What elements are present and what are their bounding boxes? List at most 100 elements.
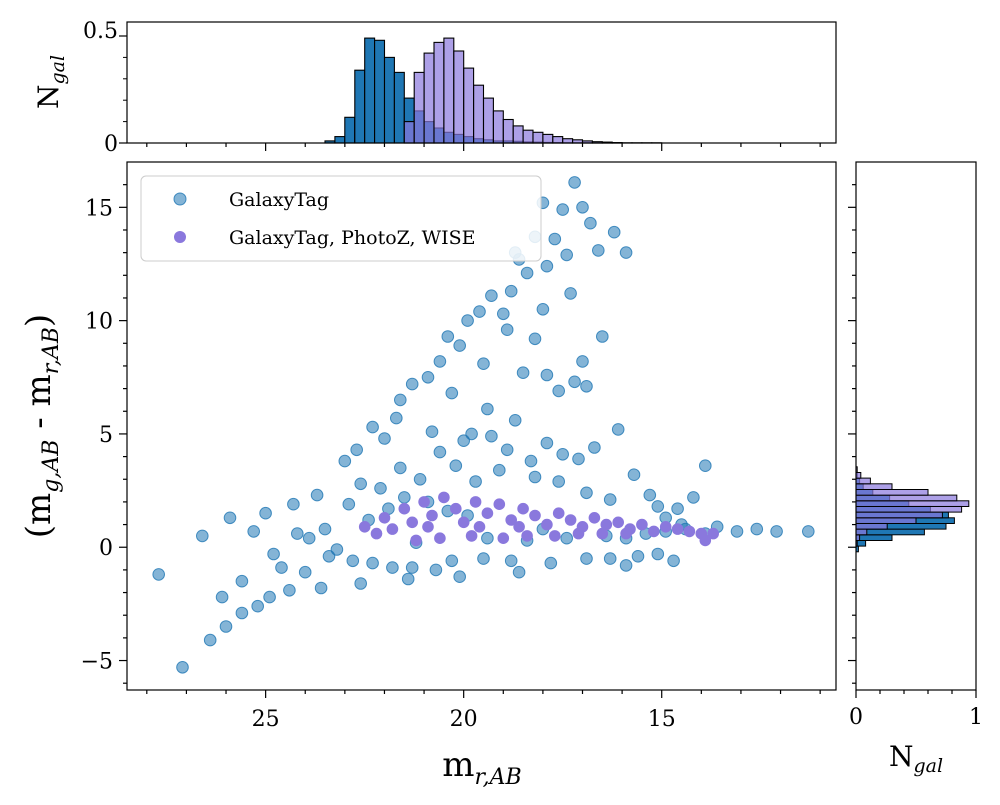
galaxytag-point-84 bbox=[771, 526, 783, 538]
galaxytag-point-7 bbox=[284, 585, 296, 597]
galaxytag-point-97 bbox=[494, 464, 506, 476]
legend-label-galaxytag: GalaxyTag bbox=[229, 189, 329, 211]
galaxytag-point-49 bbox=[549, 233, 561, 245]
galaxytag-point-10 bbox=[347, 555, 359, 567]
right-bar-galaxytag-2 bbox=[856, 535, 892, 541]
galaxytag-point-16 bbox=[478, 553, 490, 565]
photoz-wise-point-28 bbox=[672, 523, 684, 535]
galaxytag-point-95 bbox=[553, 476, 565, 488]
galaxytag-point-29 bbox=[339, 455, 351, 467]
galaxytag-point-50 bbox=[557, 204, 569, 216]
photoz-wise-point-35 bbox=[466, 530, 478, 542]
top-histogram-ylabel: Ngal bbox=[32, 55, 69, 109]
galaxytag-point-23 bbox=[668, 555, 680, 567]
photoz-wise-point-8 bbox=[438, 492, 450, 504]
galaxytag-point-65 bbox=[581, 381, 593, 393]
galaxytag-point-104 bbox=[319, 523, 331, 535]
top-bar-photoz-wise-21 bbox=[533, 132, 543, 143]
top-bar-photoz-wise-9 bbox=[414, 72, 424, 143]
main-xtick-label-25: 25 bbox=[252, 707, 280, 732]
photoz-wise-point-13 bbox=[494, 498, 506, 510]
right-bar-photoz-wise-8 bbox=[856, 501, 969, 507]
galaxytag-point-128 bbox=[426, 426, 438, 438]
galaxytag-point-112 bbox=[216, 591, 228, 603]
galaxytag-point-86 bbox=[482, 532, 494, 544]
right-xtick-label-1: 1 bbox=[969, 705, 983, 730]
galaxytag-point-52 bbox=[569, 177, 581, 189]
photoz-wise-point-42 bbox=[422, 521, 434, 533]
top-bar-photoz-wise-22 bbox=[543, 134, 553, 143]
galaxytag-point-102 bbox=[276, 562, 288, 574]
photoz-wise-point-7 bbox=[426, 510, 438, 522]
galaxytag-point-60 bbox=[517, 367, 529, 379]
photoz-wise-point-15 bbox=[517, 503, 529, 515]
top-bar-galaxytag-6 bbox=[385, 57, 395, 143]
photoz-wise-point-2 bbox=[379, 512, 391, 524]
top-histogram-panel: 0.5 0 Ngal bbox=[32, 19, 836, 157]
galaxytag-point-2 bbox=[153, 569, 165, 581]
galaxytag-point-64 bbox=[569, 376, 581, 388]
photoz-wise-point-0 bbox=[359, 521, 371, 533]
photoz-wise-point-43 bbox=[474, 521, 486, 533]
photoz-wise-point-34 bbox=[434, 532, 446, 544]
galaxytag-point-66 bbox=[482, 403, 494, 415]
galaxytag-point-15 bbox=[446, 555, 458, 567]
photoz-wise-point-27 bbox=[660, 521, 672, 533]
galaxytag-point-130 bbox=[486, 430, 498, 442]
galaxytag-point-56 bbox=[597, 331, 609, 343]
galaxytag-point-28 bbox=[311, 489, 323, 501]
galaxytag-point-133 bbox=[442, 331, 454, 343]
top-bar-galaxytag-2 bbox=[345, 117, 355, 143]
galaxytag-point-43 bbox=[505, 285, 517, 297]
galaxytag-point-109 bbox=[434, 446, 446, 458]
galaxytag-point-85 bbox=[803, 526, 815, 538]
galaxytag-point-74 bbox=[612, 424, 624, 436]
galaxytag-point-132 bbox=[478, 358, 490, 370]
photoz-wise-point-40 bbox=[597, 528, 609, 540]
galaxytag-point-122 bbox=[248, 526, 260, 538]
galaxytag-point-118 bbox=[399, 492, 411, 504]
legend-marker-photoz-wise bbox=[174, 231, 186, 243]
photoz-wise-point-23 bbox=[612, 517, 624, 529]
photoz-wise-point-4 bbox=[399, 503, 411, 515]
galaxytag-point-54 bbox=[585, 217, 597, 229]
galaxytag-point-21 bbox=[632, 551, 644, 563]
photoz-wise-point-21 bbox=[589, 512, 601, 524]
galaxytag-point-35 bbox=[422, 372, 434, 384]
photoz-wise-point-39 bbox=[573, 528, 585, 540]
top-bar-galaxytag-1 bbox=[335, 137, 345, 143]
galaxytag-point-45 bbox=[521, 267, 533, 279]
main-xtick-label-15: 15 bbox=[648, 707, 676, 732]
photoz-wise-point-6 bbox=[418, 496, 430, 508]
main-xlabel: mr,AB bbox=[442, 745, 521, 790]
galaxytag-point-76 bbox=[644, 489, 656, 501]
galaxytag-point-32 bbox=[379, 433, 391, 445]
photoz-wise-point-10 bbox=[458, 517, 470, 529]
photoz-wise-point-33 bbox=[410, 535, 422, 547]
galaxytag-point-75 bbox=[628, 469, 640, 481]
galaxytag-point-8 bbox=[299, 566, 311, 578]
top-bar-photoz-wise-14 bbox=[464, 68, 474, 143]
galaxytag-point-140 bbox=[402, 573, 414, 585]
photoz-wise-point-36 bbox=[498, 532, 510, 544]
top-bar-photoz-wise-17 bbox=[493, 111, 503, 143]
right-bar-photoz-wise-13 bbox=[856, 473, 861, 479]
main-ytick-label-0: 0 bbox=[99, 536, 113, 561]
galaxytag-point-123 bbox=[331, 544, 343, 556]
top-bar-galaxytag-5 bbox=[375, 40, 385, 143]
galaxytag-point-80 bbox=[700, 460, 712, 472]
galaxytag-point-22 bbox=[652, 548, 664, 560]
galaxytag-point-71 bbox=[557, 449, 569, 461]
galaxytag-point-129 bbox=[458, 435, 470, 447]
top-ytick-label-0.5: 0.5 bbox=[83, 19, 118, 44]
top-bar-photoz-wise-23 bbox=[553, 137, 563, 143]
galaxytag-point-115 bbox=[292, 528, 304, 540]
top-bar-photoz-wise-18 bbox=[503, 120, 513, 144]
galaxytag-point-108 bbox=[414, 474, 426, 486]
galaxytag-point-96 bbox=[529, 471, 541, 483]
galaxytag-point-107 bbox=[395, 462, 407, 474]
galaxytag-point-142 bbox=[513, 566, 525, 578]
galaxytag-point-98 bbox=[652, 501, 664, 513]
